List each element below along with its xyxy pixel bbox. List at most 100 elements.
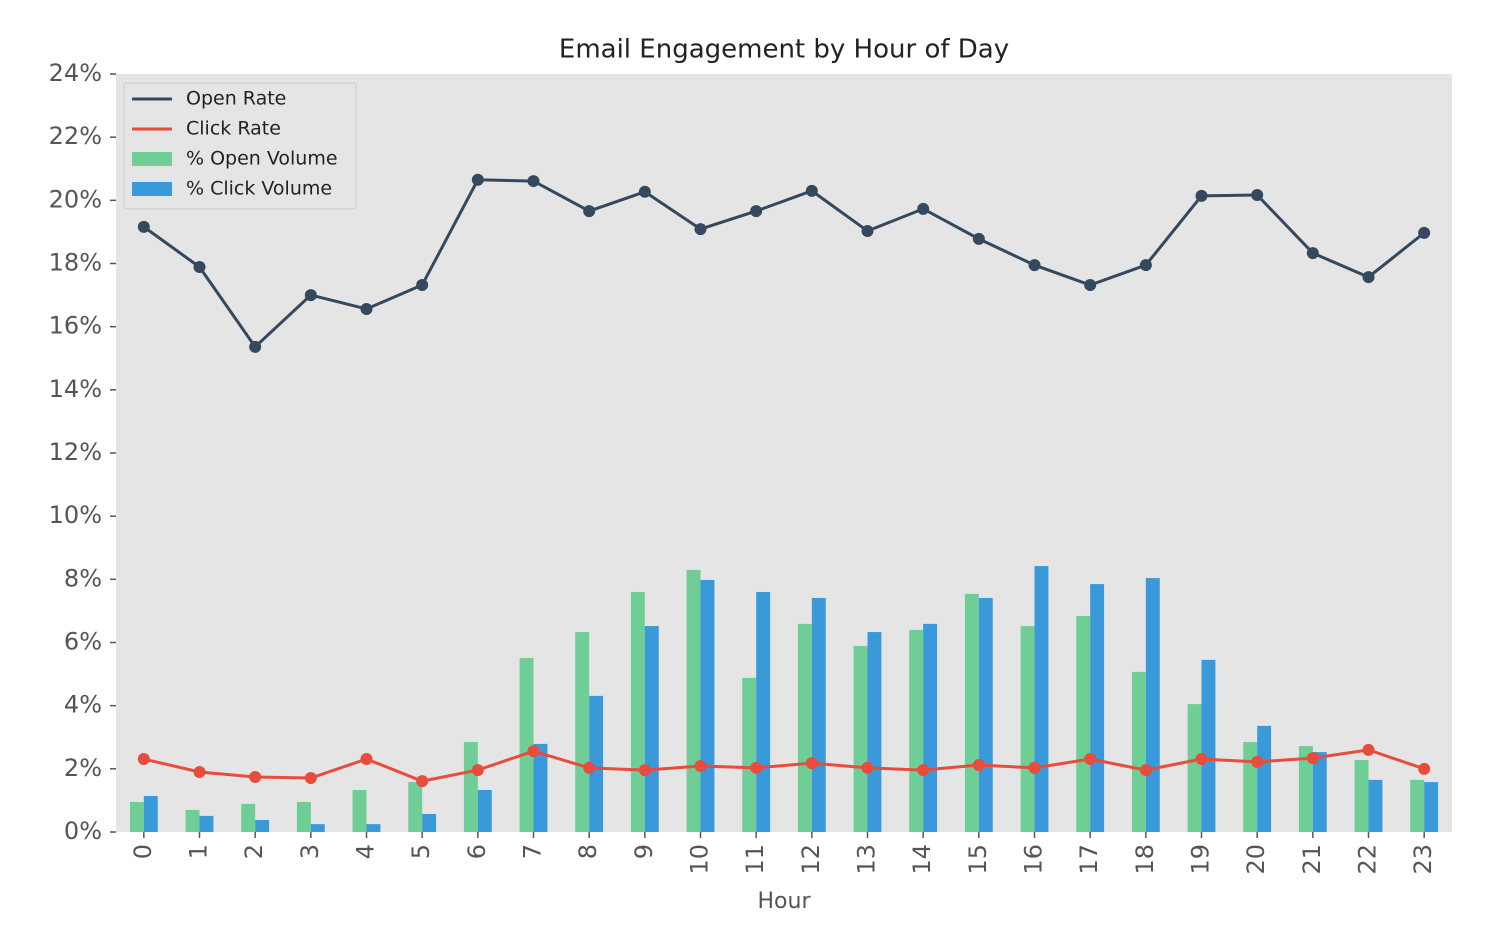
y-tick-label: 20% [49, 185, 102, 213]
marker [193, 765, 206, 778]
bar [1257, 725, 1272, 832]
bar [519, 657, 534, 832]
marker [917, 202, 930, 215]
marker [1028, 761, 1041, 774]
marker [861, 224, 874, 237]
x-tick-label: 21 [1298, 844, 1326, 875]
x-tick-label: 22 [1354, 844, 1382, 875]
x-tick-label: 19 [1187, 844, 1215, 875]
bar [1410, 779, 1425, 832]
y-tick-label: 8% [64, 564, 102, 592]
bar [1187, 704, 1202, 832]
x-tick-label: 12 [797, 844, 825, 875]
marker [137, 753, 150, 766]
marker [638, 185, 651, 198]
marker [1028, 259, 1041, 272]
x-tick-label: 2 [240, 844, 268, 859]
bar [575, 632, 590, 832]
marker [750, 761, 763, 774]
bar [422, 813, 437, 832]
y-tick-label: 14% [49, 375, 102, 403]
bar [241, 803, 256, 832]
bar [1090, 584, 1105, 832]
bar [1020, 626, 1035, 832]
y-tick-label: 4% [64, 691, 102, 719]
bar [255, 819, 270, 832]
bar [756, 591, 771, 832]
x-tick-label: 17 [1075, 844, 1103, 875]
x-tick-label: 23 [1409, 844, 1437, 875]
marker [805, 757, 818, 770]
bar [1298, 746, 1313, 832]
bar [143, 795, 158, 832]
line [143, 748, 1425, 783]
bar [978, 597, 993, 832]
marker [1418, 226, 1431, 239]
bar [463, 741, 478, 832]
marker [360, 753, 373, 766]
legend-label: Open Rate [186, 88, 286, 110]
legend-label: Click Rate [186, 118, 281, 140]
y-tick-label: 6% [64, 628, 102, 656]
marker [527, 745, 540, 758]
bar [853, 645, 868, 832]
bar [742, 677, 757, 832]
bar [310, 824, 325, 832]
bar [1034, 566, 1049, 832]
marker [972, 759, 985, 772]
bar [964, 593, 979, 832]
x-tick-label: 16 [1020, 844, 1048, 875]
marker [1418, 762, 1431, 775]
bar [923, 623, 938, 832]
marker [1362, 743, 1375, 756]
marker [193, 260, 206, 273]
bar [1201, 659, 1216, 832]
y-tick-label: 12% [49, 438, 102, 466]
marker [1251, 755, 1264, 768]
marker [360, 302, 373, 315]
marker [1306, 247, 1319, 260]
marker [583, 205, 596, 218]
bar [797, 623, 812, 832]
marker [249, 340, 262, 353]
bar [700, 579, 715, 832]
marker [1084, 753, 1097, 766]
bar [533, 743, 548, 832]
bar [199, 815, 214, 832]
marker [1362, 271, 1375, 284]
marker [527, 175, 540, 188]
x-axis-label: Hour [758, 889, 812, 914]
y-tick-label: 0% [64, 817, 102, 845]
marker [861, 761, 874, 774]
bar [185, 809, 200, 832]
bar [644, 626, 659, 832]
bar [477, 789, 492, 832]
x-tick-label: 0 [129, 844, 157, 859]
x-tick-label: 15 [964, 844, 992, 875]
legend-swatch [132, 152, 172, 166]
marker [694, 759, 707, 772]
marker [1139, 764, 1152, 777]
legend-swatch [132, 182, 172, 196]
bar [1424, 782, 1439, 832]
marker [694, 223, 707, 236]
x-tick-label: 1 [185, 844, 213, 859]
y-tick-label: 10% [49, 501, 102, 529]
x-tick-label: 9 [630, 844, 658, 859]
x-tick-label: 13 [853, 844, 881, 875]
marker [137, 220, 150, 233]
bar [129, 801, 144, 832]
marker [805, 184, 818, 197]
x-tick-label: 8 [574, 844, 602, 859]
marker [1195, 753, 1208, 766]
y-tick-label: 24% [49, 59, 102, 87]
bar [1354, 759, 1369, 832]
bar [1243, 741, 1258, 832]
x-tick-label: 7 [519, 844, 547, 859]
x-tick-label: 14 [908, 844, 936, 875]
marker [1306, 752, 1319, 765]
line [142, 178, 1426, 350]
x-tick-label: 20 [1242, 844, 1270, 875]
bar [630, 591, 645, 832]
